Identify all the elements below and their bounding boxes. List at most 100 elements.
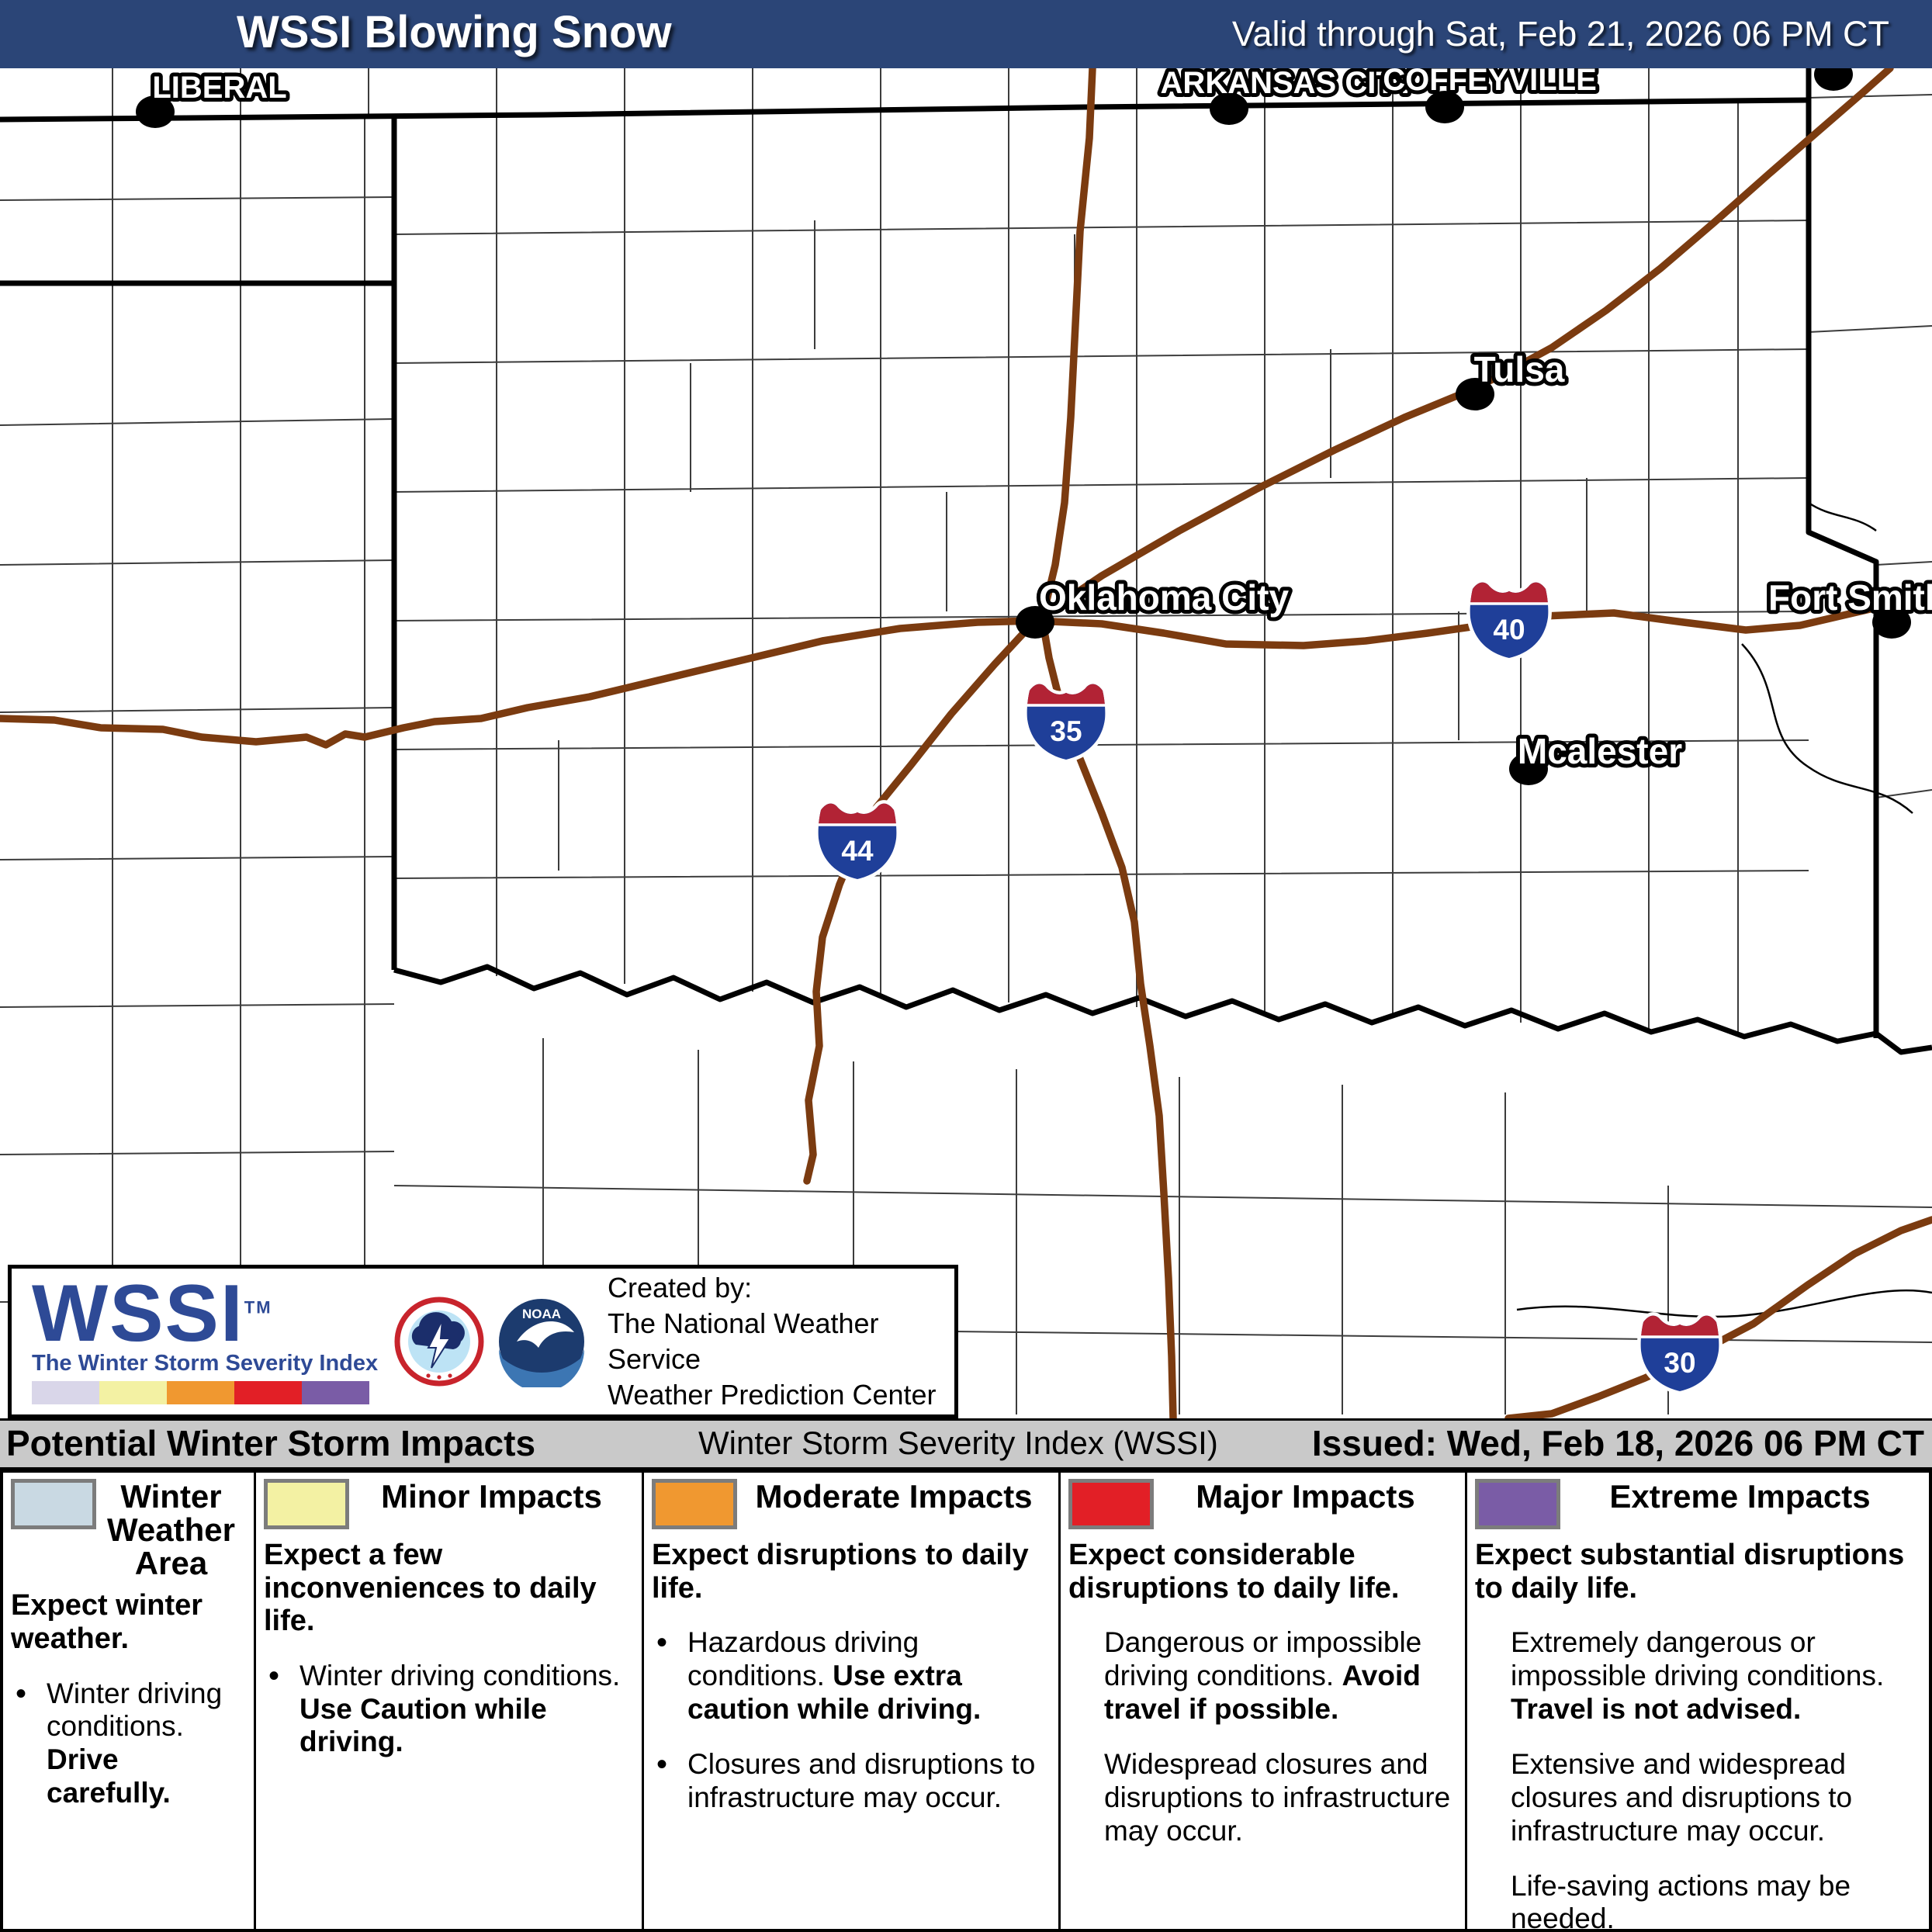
svg-text:40: 40 bbox=[1493, 614, 1525, 646]
severity-swatch bbox=[264, 1479, 349, 1529]
impact-item: • Closures and disruptions to infrastruct… bbox=[656, 1747, 1036, 1813]
legend-column: Moderate Impacts Expect disruptions to d… bbox=[644, 1473, 1061, 1929]
i44-northeast-road bbox=[1031, 68, 1894, 625]
panhandle-border bbox=[0, 117, 397, 970]
city-label: ARKANSAS CITY bbox=[1161, 68, 1416, 100]
interstate-30-shield-icon: 30 bbox=[1637, 1312, 1723, 1395]
severity-swatch bbox=[652, 1479, 737, 1529]
impact-item: • Hazardous driving conditions. Use extra… bbox=[656, 1626, 982, 1725]
noaa-logo-icon: NOAA bbox=[499, 1299, 584, 1387]
status-bar: Potential Winter Storm Impacts Winter St… bbox=[0, 1418, 1932, 1470]
severity-title: Minor Impacts bbox=[381, 1478, 602, 1515]
svg-text:NOAA: NOAA bbox=[522, 1307, 561, 1321]
wssi-tagline: The Winter Storm Severity Index bbox=[32, 1351, 379, 1376]
svg-text:44: 44 bbox=[841, 835, 874, 867]
wssi-wordmark-block: WSSITM The Winter Storm Severity Index bbox=[12, 1268, 383, 1405]
city-dot bbox=[1016, 606, 1054, 639]
impact-item: Extremely dangerous or impossible drivin… bbox=[1511, 1626, 1885, 1725]
severity-items: • Winter driving conditions. Use Caution … bbox=[264, 1658, 634, 1760]
impact-item: Life-saving actions may be needed. bbox=[1511, 1869, 1851, 1929]
impact-item: • Winter driving conditions. Use Caution … bbox=[268, 1658, 621, 1758]
i44-southwest-road bbox=[803, 617, 1039, 1185]
created-by-line: Created by: bbox=[608, 1271, 753, 1304]
title-bar: WSSI Blowing Snow Valid through Sat, Feb… bbox=[0, 0, 1932, 68]
interstate-shields: 40 35 44 30 bbox=[815, 579, 1723, 1395]
red-river-border bbox=[393, 964, 1932, 1055]
legend-column-header: Extreme Impacts bbox=[1475, 1479, 1920, 1529]
severity-swatch bbox=[1068, 1479, 1154, 1529]
status-bar-subtitle: Winter Storm Severity Index (WSSI) bbox=[698, 1425, 1218, 1461]
i40-road bbox=[0, 595, 1932, 749]
city-label: Oklahoma City bbox=[1039, 577, 1290, 618]
strip-color bbox=[302, 1381, 369, 1405]
legend-column: Major Impacts Expect considerable disrup… bbox=[1061, 1473, 1467, 1929]
county-lines bbox=[0, 68, 1932, 1414]
city-dot bbox=[1872, 606, 1911, 639]
interstate-35-shield-icon: 35 bbox=[1023, 680, 1109, 763]
bullet-marker: • bbox=[656, 1747, 668, 1781]
page-title: WSSI Blowing Snow bbox=[237, 7, 672, 57]
impact-item: • Winter driving conditions. Drive carefu… bbox=[16, 1676, 223, 1809]
city-dot bbox=[1814, 68, 1853, 91]
city-dot bbox=[1425, 91, 1464, 123]
legend-column: Winter Weather Area Expect winter weathe… bbox=[3, 1473, 256, 1929]
status-bar-title: Potential Winter Storm Impacts bbox=[6, 1423, 536, 1463]
wssi-logo-box: WSSITM The Winter Storm Severity Index N… bbox=[8, 1265, 958, 1418]
city-dot bbox=[1509, 753, 1548, 785]
trademark-symbol: TM bbox=[244, 1297, 272, 1317]
severity-title: Extreme Impacts bbox=[1609, 1478, 1871, 1515]
created-by-line: Weather Prediction Center bbox=[608, 1379, 937, 1411]
weather-map: 40 35 44 30 LIBERAL ARKANSAS CITY COFFEYVILLE… bbox=[0, 68, 1932, 1418]
city-label: Mcalester bbox=[1518, 731, 1682, 771]
strip-color bbox=[32, 1381, 99, 1405]
legend-column-header: Minor Impacts bbox=[264, 1479, 634, 1529]
severity-swatch bbox=[11, 1479, 96, 1529]
created-by-text: Created by: The National Weather Service… bbox=[608, 1270, 954, 1413]
interstate-40-shield-icon: 40 bbox=[1466, 579, 1552, 662]
city-label: Fort Smith bbox=[1768, 577, 1932, 618]
severity-lead-text: Expect disruptions to daily life. bbox=[652, 1539, 1029, 1605]
legend-column-header: Moderate Impacts bbox=[652, 1479, 1051, 1529]
severity-lead-text: Expect winter weather. bbox=[11, 1589, 203, 1656]
strip-color bbox=[167, 1381, 234, 1405]
bullet-marker: • bbox=[656, 1626, 668, 1660]
impacts-legend: Winter Weather Area Expect winter weathe… bbox=[0, 1470, 1932, 1932]
valid-through-text: Valid through Sat, Feb 21, 2026 06 PM CT bbox=[1231, 14, 1889, 54]
impact-item: Dangerous or impossible driving conditio… bbox=[1104, 1626, 1422, 1725]
svg-text:30: 30 bbox=[1664, 1347, 1695, 1379]
city-dot bbox=[1210, 92, 1248, 125]
legend-column: Extreme Impacts Expect substantial disru… bbox=[1467, 1473, 1927, 1929]
severity-color-strip bbox=[32, 1381, 383, 1405]
severity-lead-text: Expect a few inconveniences to daily lif… bbox=[264, 1539, 597, 1638]
city-label: LIBERAL bbox=[152, 71, 286, 105]
city-label: Tulsa bbox=[1474, 349, 1565, 390]
svg-text:35: 35 bbox=[1050, 715, 1082, 747]
i30-road bbox=[1504, 1216, 1932, 1418]
state-borders bbox=[0, 68, 1932, 1055]
issued-timestamp: Issued: Wed, Feb 18, 2026 06 PM CT bbox=[1311, 1423, 1924, 1463]
wssi-wordmark: WSSITM bbox=[32, 1268, 272, 1359]
nws-logo-icon bbox=[394, 1297, 484, 1387]
impact-item: Widespread closures and disruptions to i… bbox=[1104, 1747, 1451, 1847]
created-by-line: The National Weather Service bbox=[608, 1307, 879, 1375]
severity-items: • Winter driving conditions. Drive carefu… bbox=[11, 1676, 246, 1811]
city-dot bbox=[1456, 378, 1494, 410]
strip-color bbox=[234, 1381, 302, 1405]
severity-lead-text: Expect considerable disruptions to daily… bbox=[1068, 1539, 1400, 1605]
severity-title: Winter Weather Area bbox=[107, 1478, 235, 1581]
bullet-marker: • bbox=[268, 1658, 280, 1693]
severity-items: Extremely dangerous or impossible drivin… bbox=[1475, 1626, 1920, 1929]
interstate-44-shield-icon: 44 bbox=[815, 800, 900, 883]
legend-column: Minor Impacts Expect a few inconvenience… bbox=[256, 1473, 644, 1929]
severity-title: Major Impacts bbox=[1196, 1478, 1415, 1515]
city-dot bbox=[136, 95, 175, 128]
interstate-roads bbox=[0, 68, 1932, 1418]
severity-swatch bbox=[1475, 1479, 1560, 1529]
map-canvas: 40 35 44 30 LIBERAL ARKANSAS CITYCOFFEYVILLE… bbox=[0, 68, 1932, 1418]
arkansas-border bbox=[1806, 68, 1879, 1038]
impact-item: Extensive and widespread closures and di… bbox=[1511, 1747, 1853, 1847]
strip-color bbox=[99, 1381, 167, 1405]
legend-column-header: Major Impacts bbox=[1068, 1479, 1457, 1529]
